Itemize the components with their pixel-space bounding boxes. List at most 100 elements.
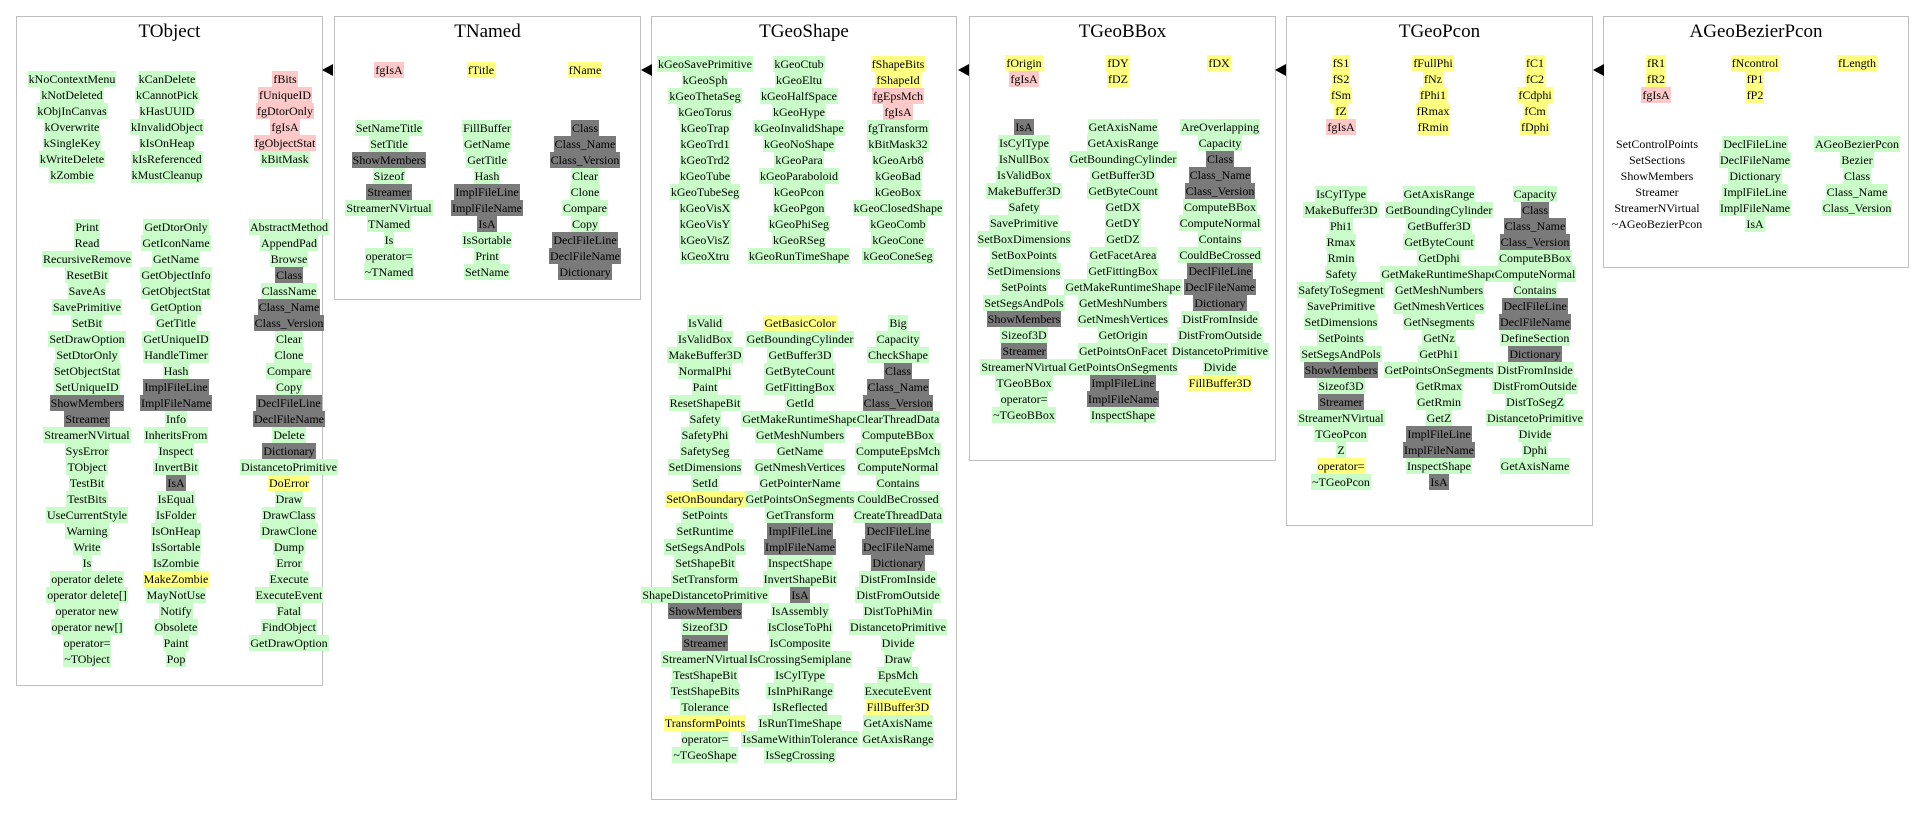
member-fgdtoronly[interactable]: fgDtorOnly [256, 103, 314, 119]
member-hash[interactable]: Hash [162, 363, 190, 379]
member-resetbit[interactable]: ResetBit [65, 267, 109, 283]
member-ftitle[interactable]: fTitle [466, 62, 496, 78]
member-kisreferenced[interactable]: kIsReferenced [131, 151, 203, 167]
member-draw[interactable]: Draw [274, 491, 304, 507]
member-issamewithintolerance[interactable]: IsSameWithinTolerance [741, 731, 859, 747]
member-getdx[interactable]: GetDX [1104, 199, 1142, 215]
member-tgeobbox[interactable]: TGeoBBox [995, 375, 1053, 391]
member-class-version[interactable]: Class_Version [1499, 234, 1571, 250]
member-inspectshape[interactable]: InspectShape [1090, 407, 1156, 423]
member-showmembers[interactable]: ShowMembers [49, 395, 125, 411]
member-kgeocone[interactable]: kGeoCone [871, 232, 925, 248]
member-isa[interactable]: IsA [790, 587, 810, 603]
member-fs1[interactable]: fS1 [1331, 55, 1351, 71]
member-class-version[interactable]: Class_Version [549, 152, 621, 168]
member-copy[interactable]: Copy [274, 379, 303, 395]
member-isclosetophi[interactable]: IsCloseToPhi [766, 619, 834, 635]
member-kgeotubeseg[interactable]: kGeoTubeSeg [669, 184, 741, 200]
member-phi1[interactable]: Phi1 [1328, 218, 1353, 234]
member-setpoints[interactable]: SetPoints [1317, 330, 1365, 346]
member-distfrominside[interactable]: DistFromInside [1181, 311, 1259, 327]
member-implfileline[interactable]: ImplFileLine [143, 379, 209, 395]
member-kgeoarb8[interactable]: kGeoArb8 [871, 152, 925, 168]
member-isnullbox[interactable]: IsNullBox [997, 151, 1050, 167]
member-print[interactable]: Print [74, 219, 100, 235]
member-contains[interactable]: Contains [1197, 231, 1243, 247]
member-resetshapebit[interactable]: ResetShapeBit [668, 395, 742, 411]
member-operator[interactable]: operator= [1316, 458, 1366, 474]
member-getbytecount[interactable]: GetByteCount [1087, 183, 1159, 199]
member-fgisa[interactable]: fgIsA [270, 119, 300, 135]
member-getnmeshvertices[interactable]: GetNmeshVertices [1393, 298, 1485, 314]
member-declfilename[interactable]: DeclFileName [253, 411, 325, 427]
member-classname[interactable]: ClassName [260, 283, 318, 299]
member-fshapebits[interactable]: fShapeBits [870, 56, 926, 72]
member-getbuffer3d[interactable]: GetBuffer3D [1090, 167, 1156, 183]
member-fp1[interactable]: fP1 [1745, 71, 1765, 87]
member-kgeohype[interactable]: kGeoHype [772, 104, 826, 120]
member-isa[interactable]: IsA [166, 475, 186, 491]
member-getuniqueid[interactable]: GetUniqueID [142, 331, 210, 347]
member-fillbuffer[interactable]: FillBuffer [462, 120, 512, 136]
member-dictionary[interactable]: Dictionary [1508, 346, 1562, 362]
member-getorigin[interactable]: GetOrigin [1097, 327, 1149, 343]
member-clone[interactable]: Clone [273, 347, 305, 363]
member-ageobezierpcon[interactable]: AGeoBezierPcon [1814, 136, 1900, 152]
member-getbasiccolor[interactable]: GetBasicColor [763, 315, 837, 331]
member-getrmax[interactable]: GetRmax [1415, 378, 1463, 394]
member-computebbox[interactable]: ComputeBBox [860, 427, 935, 443]
member-kgeothetaseg[interactable]: kGeoThetaSeg [668, 88, 742, 104]
member-setonboundary[interactable]: SetOnBoundary [665, 491, 745, 507]
member-executeevent[interactable]: ExecuteEvent [254, 587, 324, 603]
member-sizeof3d[interactable]: Sizeof3D [681, 619, 729, 635]
member-computenormal[interactable]: ComputeNormal [856, 459, 940, 475]
member-info[interactable]: Info [165, 411, 187, 427]
member-declfileline[interactable]: DeclFileLine [256, 395, 322, 411]
member-safety[interactable]: Safety [1007, 199, 1041, 215]
member-sizeof3d[interactable]: Sizeof3D [1317, 378, 1365, 394]
member-kbitmask32[interactable]: kBitMask32 [867, 136, 929, 152]
member-normalphi[interactable]: NormalPhi [677, 363, 733, 379]
member-getdtoronly[interactable]: GetDtorOnly [143, 219, 209, 235]
member-kgeosaveprimitive[interactable]: kGeoSavePrimitive [657, 56, 753, 72]
member-divide[interactable]: Divide [1517, 426, 1553, 442]
member-gettitle[interactable]: GetTitle [466, 152, 508, 168]
member-getrmin[interactable]: GetRmin [1416, 394, 1462, 410]
member-isequal[interactable]: IsEqual [156, 491, 196, 507]
member-setcontrolpoints[interactable]: SetControlPoints [1615, 137, 1698, 151]
member-safetyphi[interactable]: SafetyPhi [680, 427, 730, 443]
member-operator-new[interactable]: operator new[] [50, 619, 124, 635]
member-implfilename[interactable]: ImplFileName [451, 200, 523, 216]
member-distfromoutside[interactable]: DistFromOutside [1177, 327, 1263, 343]
member-implfileline[interactable]: ImplFileLine [454, 184, 520, 200]
member-getmakeruntimeshape[interactable]: GetMakeRuntimeShape [741, 411, 859, 427]
member-capacity[interactable]: Capacity [1512, 186, 1558, 202]
member-setpoints[interactable]: SetPoints [681, 507, 729, 523]
member-kzombie[interactable]: kZombie [49, 167, 95, 183]
member-fr2[interactable]: fR2 [1646, 71, 1666, 87]
member-getbuffer3d[interactable]: GetBuffer3D [767, 347, 833, 363]
member-operator[interactable]: operator= [680, 731, 730, 747]
member-invertbit[interactable]: InvertBit [153, 459, 199, 475]
member-divide[interactable]: Divide [1202, 359, 1238, 375]
member-draw[interactable]: Draw [883, 651, 913, 667]
member-setdimensions[interactable]: SetDimensions [667, 459, 743, 475]
member-setdimensions[interactable]: SetDimensions [1303, 314, 1379, 330]
member-getaxisname[interactable]: GetAxisName [1087, 119, 1159, 135]
member-getaxisrange[interactable]: GetAxisRange [1086, 135, 1160, 151]
member-isonheap[interactable]: IsOnHeap [150, 523, 202, 539]
member-getdy[interactable]: GetDY [1104, 215, 1142, 231]
member-fgobjectstat[interactable]: fgObjectStat [253, 135, 317, 151]
member-knotdeleted[interactable]: kNotDeleted [40, 87, 104, 103]
member-iscyltype[interactable]: IsCylType [774, 667, 826, 683]
member-streamer[interactable]: Streamer [366, 184, 412, 200]
member-isa[interactable]: IsA [1014, 119, 1034, 135]
member-inspectshape[interactable]: InspectShape [767, 555, 833, 571]
member-pop[interactable]: Pop [165, 651, 187, 667]
member-streamer[interactable]: Streamer [682, 635, 728, 651]
member-getbytecount[interactable]: GetByteCount [1403, 234, 1475, 250]
member-makebuffer3d[interactable]: MakeBuffer3D [986, 183, 1062, 199]
member-kinvalidobject[interactable]: kInvalidObject [130, 119, 204, 135]
member-computebbox[interactable]: ComputeBBox [1182, 199, 1257, 215]
member-setpoints[interactable]: SetPoints [1000, 279, 1048, 295]
